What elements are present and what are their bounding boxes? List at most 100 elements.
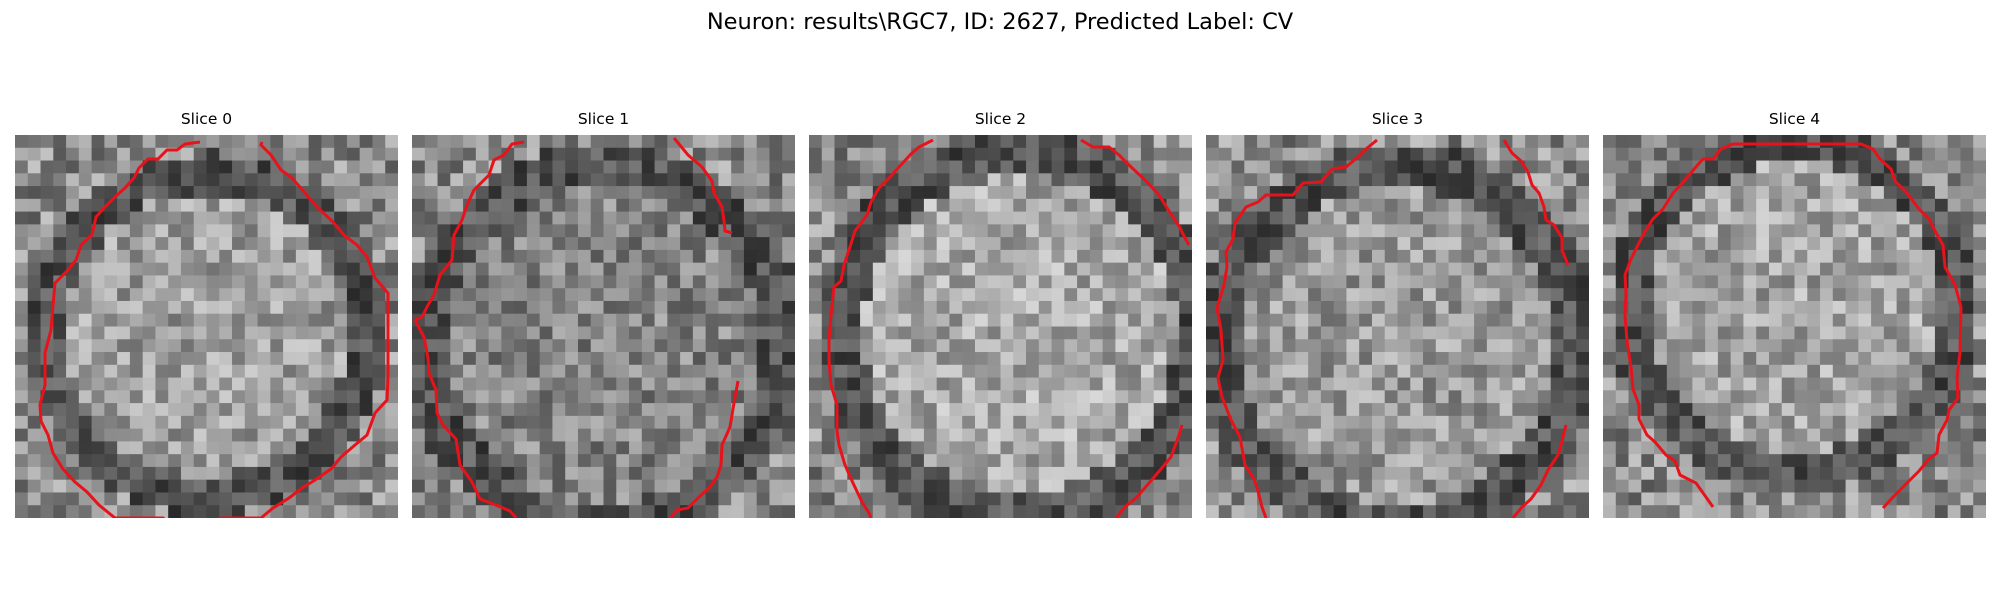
pixel-cell	[1768, 505, 1783, 518]
pixel-cell	[206, 428, 220, 442]
pixel-cell	[1000, 492, 1014, 506]
pixel-cell	[193, 479, 208, 494]
pixel-cell	[1038, 364, 1053, 379]
pixel-cell	[27, 224, 42, 238]
pixel-cell	[1603, 390, 1617, 404]
pixel-cell	[1231, 479, 1245, 494]
pixel-cell	[974, 479, 989, 494]
pixel-cell	[463, 147, 477, 162]
pixel-cell	[1089, 237, 1104, 251]
pixel-cell	[1410, 173, 1424, 187]
pixel-cell	[1397, 377, 1411, 391]
pixel-cell	[155, 403, 169, 417]
pixel-cell	[1807, 377, 1821, 391]
pixel-cell	[526, 224, 541, 238]
pixel-cell	[1717, 352, 1732, 366]
pixel-cell	[1756, 173, 1770, 187]
pixel-cell	[629, 173, 643, 187]
pixel-cell	[129, 441, 144, 455]
pixel-cell	[731, 466, 745, 481]
pixel-cell	[1820, 505, 1834, 518]
pixel-cell	[437, 300, 451, 315]
pixel-cell	[1077, 160, 1091, 174]
pixel-cell	[1934, 288, 1949, 302]
pixel-cell	[308, 211, 322, 225]
pixel-cell	[974, 186, 989, 200]
pixel-cell	[27, 415, 42, 430]
pixel-cell	[1371, 441, 1386, 455]
pixel-cell	[1947, 262, 1962, 277]
pixel-cell	[1896, 147, 1910, 162]
pixel-cell	[1244, 403, 1258, 417]
pixel-cell	[654, 275, 668, 289]
pixel-cell	[1486, 403, 1501, 417]
pixel-cell	[1845, 173, 1859, 187]
pixel-cell	[1858, 173, 1872, 187]
pixel-cell	[743, 211, 758, 225]
pixel-cell	[1102, 377, 1116, 391]
pixel-cell	[809, 466, 823, 481]
pixel-cell	[78, 454, 93, 468]
pixel-cell	[987, 505, 1002, 518]
pixel-cell	[1934, 339, 1949, 353]
pixel-cell	[1743, 300, 1757, 315]
pixel-cell	[1013, 428, 1027, 442]
pixel-cell	[1781, 147, 1796, 162]
pixel-cell	[847, 403, 861, 417]
pixel-cell	[168, 479, 182, 494]
pixel-cell	[155, 262, 169, 277]
pixel-cell	[257, 224, 271, 238]
pixel-cell	[193, 288, 208, 302]
pixel-cell	[180, 505, 195, 518]
pixel-cell	[117, 339, 131, 353]
pixel-cell	[1153, 339, 1168, 353]
pixel-cell	[1013, 479, 1027, 494]
pixel-cell	[1206, 415, 1220, 430]
pixel-cell	[1206, 313, 1220, 328]
pixel-cell	[1397, 198, 1411, 213]
pixel-cell	[680, 160, 694, 174]
pixel-cell	[1257, 415, 1271, 430]
pixel-cell	[1807, 364, 1821, 379]
pixel-cell	[1909, 313, 1923, 328]
pixel-cell	[180, 249, 195, 264]
pixel-cell	[412, 390, 426, 404]
pixel-cell	[104, 237, 118, 251]
pixel-cell	[1474, 415, 1488, 430]
pixel-cell	[705, 300, 719, 315]
pixel-cell	[974, 275, 989, 289]
pixel-cell	[1756, 454, 1770, 468]
pixel-cell	[1218, 415, 1233, 430]
pixel-cell	[514, 313, 528, 328]
pixel-cell	[1474, 237, 1488, 251]
pixel-cell	[1550, 275, 1565, 289]
pixel-cell	[1410, 326, 1424, 340]
pixel-cell	[53, 160, 67, 174]
pixel-cell	[1435, 300, 1450, 315]
pixel-cell	[1692, 224, 1706, 238]
pixel-cell	[450, 339, 464, 353]
pixel-cell	[129, 415, 144, 430]
pixel-cell	[629, 288, 643, 302]
pixel-cell	[53, 198, 67, 213]
pixel-cell	[1410, 479, 1424, 494]
pixel-cell	[1115, 377, 1129, 391]
pixel-cell	[219, 415, 233, 430]
pixel-cell	[1179, 237, 1192, 251]
pixel-cell	[1346, 441, 1360, 455]
pixel-cell	[577, 249, 592, 264]
pixel-cell	[911, 441, 925, 455]
pixel-cell	[437, 275, 451, 289]
pixel-cell	[308, 352, 322, 366]
pixel-cell	[78, 428, 93, 442]
pixel-cell	[577, 466, 592, 481]
pixel-cell	[629, 428, 643, 442]
pixel-cell	[1333, 441, 1348, 455]
pixel-cell	[898, 505, 912, 518]
pixel-cell	[1486, 198, 1501, 213]
pixel-cell	[1563, 441, 1577, 455]
pixel-cell	[1820, 339, 1834, 353]
pixel-cell	[565, 249, 579, 264]
pixel-cell	[1102, 249, 1116, 264]
pixel-cell	[1717, 441, 1732, 455]
